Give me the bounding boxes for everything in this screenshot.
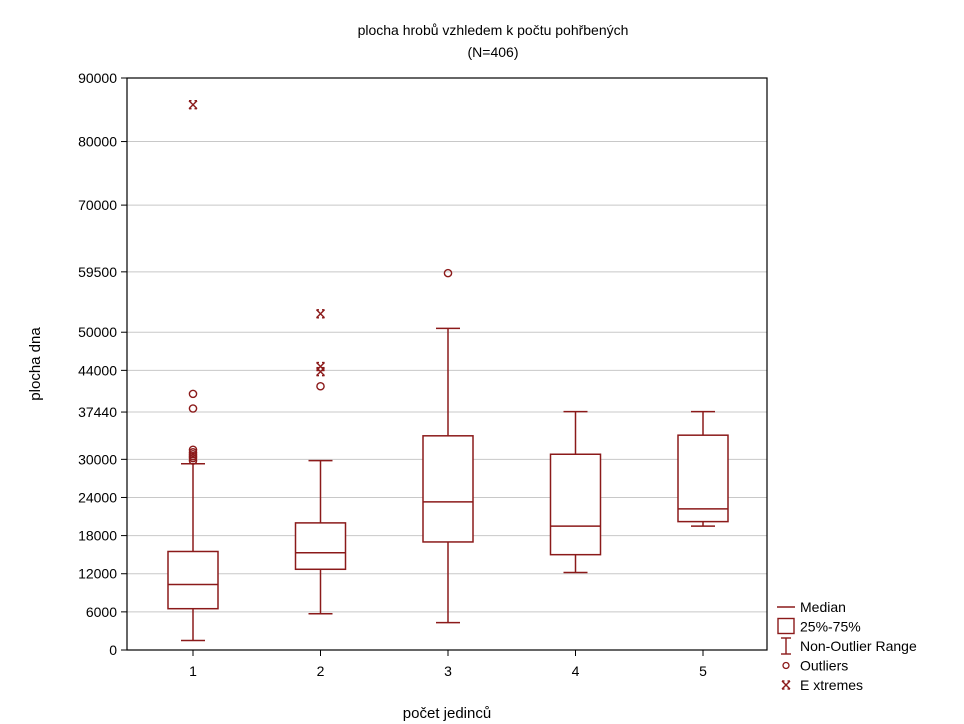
extreme-point	[188, 99, 198, 110]
box-category-4	[549, 410, 602, 574]
outlier-point	[316, 381, 325, 391]
legend-item-box: 25%-75%	[777, 617, 861, 635]
legend-label: Median	[800, 599, 846, 615]
y-tick-label: 30000	[78, 451, 117, 467]
legend-item-median: Median	[777, 599, 846, 615]
legend-outlier-symbol	[782, 661, 790, 670]
legend-label: 25%-75%	[800, 619, 861, 635]
y-tick-label: 59500	[78, 264, 117, 280]
y-tick-label: 18000	[78, 528, 117, 544]
chart-subtitle: (N=406)	[468, 44, 519, 60]
y-tick-label: 70000	[78, 197, 117, 213]
outlier-point	[188, 404, 198, 413]
legend-item-outlier: Outliers	[782, 658, 848, 674]
outlier-point	[188, 389, 198, 399]
legend-item-extreme: E xtremes	[781, 677, 863, 693]
box-category-2	[294, 309, 347, 615]
x-axis-label: počet jedinců	[403, 705, 491, 722]
iqr-box	[167, 550, 219, 610]
chart-title: plocha hrobů vzhledem k počtu pohřbených	[358, 22, 629, 38]
outlier-point	[443, 268, 453, 278]
extreme-point	[316, 361, 325, 372]
x-tick-label: 2	[317, 663, 325, 679]
iqr-box	[294, 522, 347, 571]
x-tick-label: 5	[699, 663, 707, 679]
iqr-box	[677, 434, 729, 523]
y-tick-label: 12000	[78, 566, 117, 582]
legend-item-whisker: Non-Outlier Range	[781, 637, 917, 655]
x-tick-label: 4	[572, 663, 580, 679]
y-tick-label: 24000	[78, 489, 117, 505]
outlier-point	[188, 448, 198, 457]
box-category-1	[167, 99, 219, 642]
outlier-point	[188, 445, 198, 455]
y-tick-label: 50000	[78, 324, 117, 340]
outlier-point	[188, 456, 198, 465]
y-tick-label: 37440	[78, 404, 117, 420]
x-tick-label: 3	[444, 663, 452, 679]
y-tick-label: 6000	[86, 604, 117, 620]
legend-label: E xtremes	[800, 677, 863, 693]
legend-extreme-symbol	[781, 680, 791, 690]
box-category-3	[422, 268, 474, 624]
iqr-box	[549, 453, 602, 556]
iqr-box	[422, 435, 474, 543]
y-axis-label: plocha dna	[27, 327, 44, 401]
y-tick-label: 80000	[78, 134, 117, 150]
y-tick-label: 90000	[78, 70, 117, 86]
x-tick-label: 1	[189, 663, 197, 679]
legend-box-symbol	[777, 617, 795, 635]
extreme-point	[316, 309, 325, 319]
y-tick-label: 0	[109, 642, 117, 658]
x-axis: 1 2 3 4 5	[189, 650, 707, 679]
legend-label: Outliers	[800, 658, 848, 674]
y-tick-label: 44000	[78, 362, 117, 378]
box-category-5	[677, 410, 729, 527]
y-axis: 0 6000 12000 18000 24000 30000 37440 44000 50000…	[78, 70, 127, 658]
plot-area-frame	[126, 77, 768, 651]
legend: Median 25%-75% Non-Outlier Range Outliers E …	[777, 599, 917, 693]
legend-label: Non-Outlier Range	[800, 638, 917, 654]
box-series	[167, 99, 729, 642]
